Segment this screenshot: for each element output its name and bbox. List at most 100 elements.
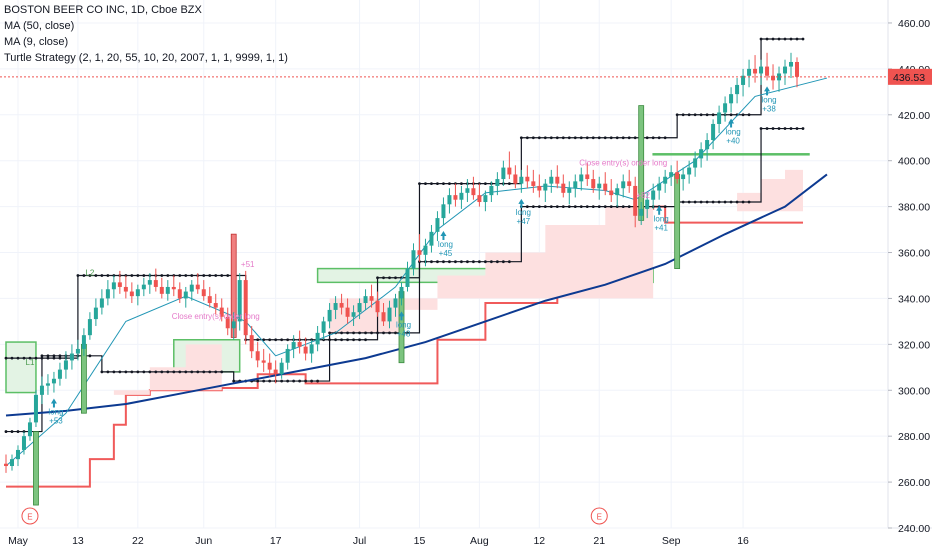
legend-ma50: MA (50, close) (4, 20, 75, 32)
candle-body (705, 140, 710, 150)
channel-high-dot (537, 136, 541, 140)
candle-body (171, 286, 176, 290)
candle-body (417, 250, 422, 255)
candle-body (489, 185, 494, 196)
channel-high-dot (759, 37, 763, 41)
channel-low-dot (100, 370, 104, 374)
long-label: long (48, 408, 63, 417)
channel-low-dot (340, 331, 343, 335)
channel-high-dot (34, 356, 38, 360)
candle-body (93, 307, 98, 320)
channel-high-dot (687, 113, 691, 117)
candle-body (675, 172, 680, 180)
long-arrow-icon (656, 205, 663, 215)
channel-low-dot (268, 379, 272, 383)
candle-body (183, 291, 188, 299)
stop-shade (329, 206, 654, 333)
channel-low-dot (681, 200, 685, 204)
candle-body (111, 282, 116, 290)
channel-low-dot (280, 379, 284, 383)
candle-body (699, 149, 704, 159)
time-tick-label: Jul (353, 535, 366, 547)
channel-high-dot (448, 182, 451, 186)
channel-low-dot (795, 127, 799, 130)
channel-high-dot (741, 113, 745, 117)
ma50-line (5, 173, 828, 417)
candle-body (297, 342, 302, 347)
channel-high-dot (555, 136, 559, 140)
channel-low-dot (4, 430, 8, 433)
earnings-icon (590, 507, 608, 525)
channel-low-dot (148, 370, 152, 374)
candle-body (717, 112, 722, 124)
channel-low-dot (478, 260, 481, 264)
channel-low-dot (298, 379, 302, 383)
candle-body (33, 394, 38, 423)
candle-body (339, 303, 344, 308)
long-label: long (396, 320, 411, 329)
green-band (5, 341, 37, 394)
channel-low-dot (220, 370, 224, 374)
channel-low-dot (196, 370, 200, 374)
channel-high-dot (627, 136, 631, 140)
channel-low-dot (394, 331, 397, 335)
candle-body (585, 174, 590, 180)
channel-high-dot (801, 37, 805, 41)
candle-body (129, 291, 134, 297)
channel-high-dot (591, 136, 595, 140)
channel-high-dot (795, 37, 799, 41)
trade-bar (33, 431, 39, 506)
time-tick-label: 15 (414, 535, 426, 547)
candle-body (609, 190, 614, 196)
channel-low-dot (370, 331, 373, 335)
channel-low-dot (483, 260, 487, 264)
price-tick-label: 320.00 (898, 339, 930, 351)
channel-high-dot (711, 113, 715, 117)
channel-low-dot (579, 205, 583, 209)
channel-low-dot (495, 260, 499, 264)
channel-low-dot (693, 200, 697, 204)
channel-high-dot (651, 136, 655, 140)
long-arrow-icon (50, 398, 57, 408)
channel-low-dot (759, 127, 763, 130)
time-tick-label: 21 (593, 535, 605, 547)
channel-high-dot (777, 37, 781, 41)
channel-high-dot (436, 182, 439, 186)
candle-body (387, 307, 392, 322)
candle-body (501, 167, 506, 180)
long-value: +45 (439, 249, 453, 258)
channel-low-dot (466, 260, 469, 264)
channel-low-dot (735, 200, 739, 204)
channel-low-dot (214, 370, 218, 374)
channel-high-dot (76, 274, 80, 277)
channel-high-dot (681, 113, 685, 117)
channel-low-dot (609, 205, 613, 209)
candle-body (231, 321, 236, 329)
candle-body (153, 280, 158, 287)
candle-body (633, 185, 638, 216)
stop-shade (113, 339, 222, 395)
candle-body (693, 158, 698, 168)
candle-body (351, 312, 356, 317)
channel-low-dot (741, 200, 745, 204)
candle-body (141, 284, 146, 290)
earnings-label: E (597, 513, 602, 522)
price-tick-label: 460.00 (898, 18, 930, 30)
channel-low-dot (489, 260, 493, 264)
candle-body (555, 176, 560, 184)
channel-low-dot (567, 205, 571, 209)
channel-low-dot (256, 379, 260, 383)
candle-body (309, 344, 314, 354)
long-value: +40 (726, 136, 740, 145)
candle-body (9, 459, 14, 467)
channel-low-dot (328, 331, 331, 335)
channel-high-dot (52, 356, 56, 360)
candle-body (777, 73, 782, 81)
time-tick-label: 12 (533, 535, 545, 547)
candle-body (591, 179, 596, 189)
channel-low-dot (304, 379, 308, 383)
channel-low-dot (597, 205, 601, 209)
channel-high-dot (561, 136, 565, 140)
candle-body (627, 181, 632, 186)
